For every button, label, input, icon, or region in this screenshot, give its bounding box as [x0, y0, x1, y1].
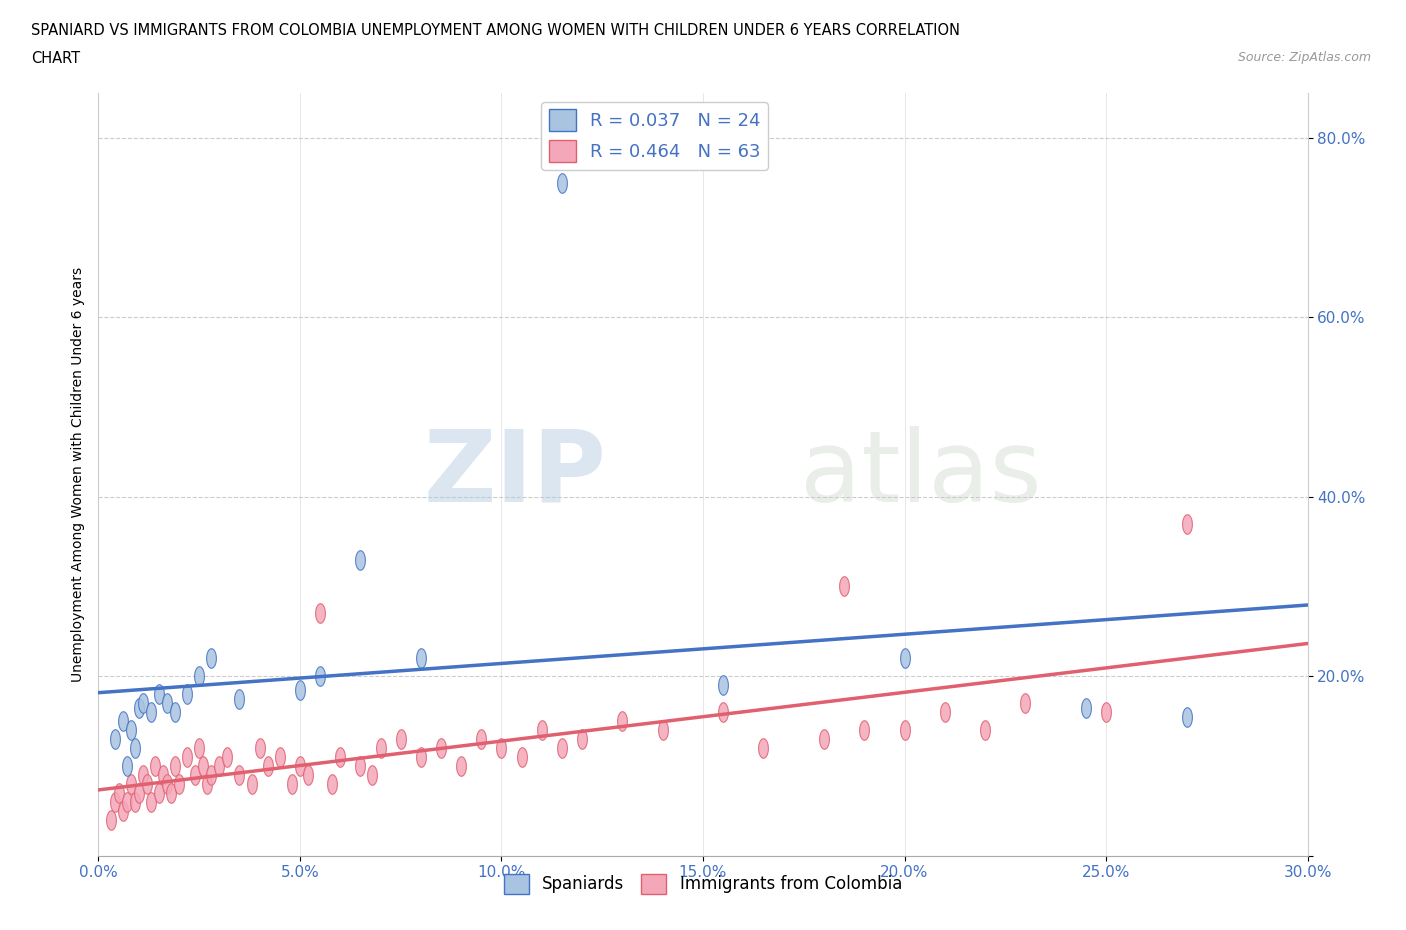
Text: Source: ZipAtlas.com: Source: ZipAtlas.com — [1237, 51, 1371, 64]
Point — [1175, 516, 1198, 531]
Point — [143, 759, 166, 774]
Point — [893, 723, 915, 737]
Point — [195, 777, 218, 791]
Point — [288, 759, 311, 774]
Point — [832, 579, 855, 594]
Point — [128, 700, 150, 715]
Point — [135, 777, 157, 791]
Point — [571, 732, 593, 747]
Point — [1074, 700, 1097, 715]
Point — [530, 723, 553, 737]
Point — [309, 669, 332, 684]
Point — [853, 723, 876, 737]
Point — [389, 732, 412, 747]
Text: atlas: atlas — [800, 426, 1042, 523]
Text: CHART: CHART — [31, 51, 80, 66]
Point — [470, 732, 492, 747]
Point — [1095, 705, 1118, 720]
Point — [711, 705, 734, 720]
Point — [107, 785, 129, 800]
Point — [321, 777, 343, 791]
Point — [148, 785, 170, 800]
Point — [163, 705, 186, 720]
Point — [132, 696, 155, 711]
Point — [167, 777, 190, 791]
Point — [551, 740, 574, 755]
Point — [156, 777, 179, 791]
Text: ZIP: ZIP — [423, 426, 606, 523]
Point — [491, 740, 513, 755]
Point — [124, 740, 146, 755]
Point — [893, 651, 915, 666]
Point — [208, 759, 231, 774]
Point — [217, 750, 239, 764]
Point — [409, 651, 432, 666]
Point — [297, 767, 319, 782]
Point — [450, 759, 472, 774]
Point — [430, 740, 453, 755]
Point — [200, 767, 222, 782]
Point — [711, 678, 734, 693]
Point — [120, 777, 142, 791]
Point — [651, 723, 673, 737]
Point — [176, 750, 198, 764]
Point — [139, 794, 162, 809]
Point — [240, 777, 263, 791]
Point — [256, 759, 278, 774]
Point — [100, 812, 122, 827]
Y-axis label: Unemployment Among Women with Children Under 6 years: Unemployment Among Women with Children U… — [70, 267, 84, 682]
Point — [974, 723, 997, 737]
Point — [269, 750, 291, 764]
Point — [228, 691, 250, 706]
Point — [349, 759, 371, 774]
Point — [309, 606, 332, 621]
Point — [288, 683, 311, 698]
Point — [163, 759, 186, 774]
Text: SPANIARD VS IMMIGRANTS FROM COLOMBIA UNEMPLOYMENT AMONG WOMEN WITH CHILDREN UNDE: SPANIARD VS IMMIGRANTS FROM COLOMBIA UNE… — [31, 23, 960, 38]
Point — [813, 732, 835, 747]
Point — [120, 723, 142, 737]
Point — [139, 705, 162, 720]
Point — [612, 713, 634, 728]
Point — [148, 686, 170, 701]
Point — [156, 696, 179, 711]
Point — [1014, 696, 1036, 711]
Point — [176, 686, 198, 701]
Point — [115, 759, 138, 774]
Point — [200, 651, 222, 666]
Point — [124, 794, 146, 809]
Point — [281, 777, 304, 791]
Point — [103, 732, 125, 747]
Point — [160, 785, 183, 800]
Point — [1175, 709, 1198, 724]
Point — [193, 759, 215, 774]
Point — [128, 785, 150, 800]
Point — [188, 669, 211, 684]
Point — [551, 175, 574, 190]
Point — [132, 767, 155, 782]
Point — [228, 767, 250, 782]
Legend: Spaniards, Immigrants from Colombia: Spaniards, Immigrants from Colombia — [498, 867, 908, 900]
Point — [409, 750, 432, 764]
Point — [934, 705, 956, 720]
Point — [103, 794, 125, 809]
Point — [361, 767, 384, 782]
Point — [249, 740, 271, 755]
Point — [188, 740, 211, 755]
Point — [752, 740, 775, 755]
Point — [111, 804, 134, 818]
Point — [152, 767, 174, 782]
Point — [111, 713, 134, 728]
Point — [115, 794, 138, 809]
Point — [370, 740, 392, 755]
Point — [184, 767, 207, 782]
Point — [349, 552, 371, 567]
Point — [329, 750, 352, 764]
Point — [510, 750, 533, 764]
